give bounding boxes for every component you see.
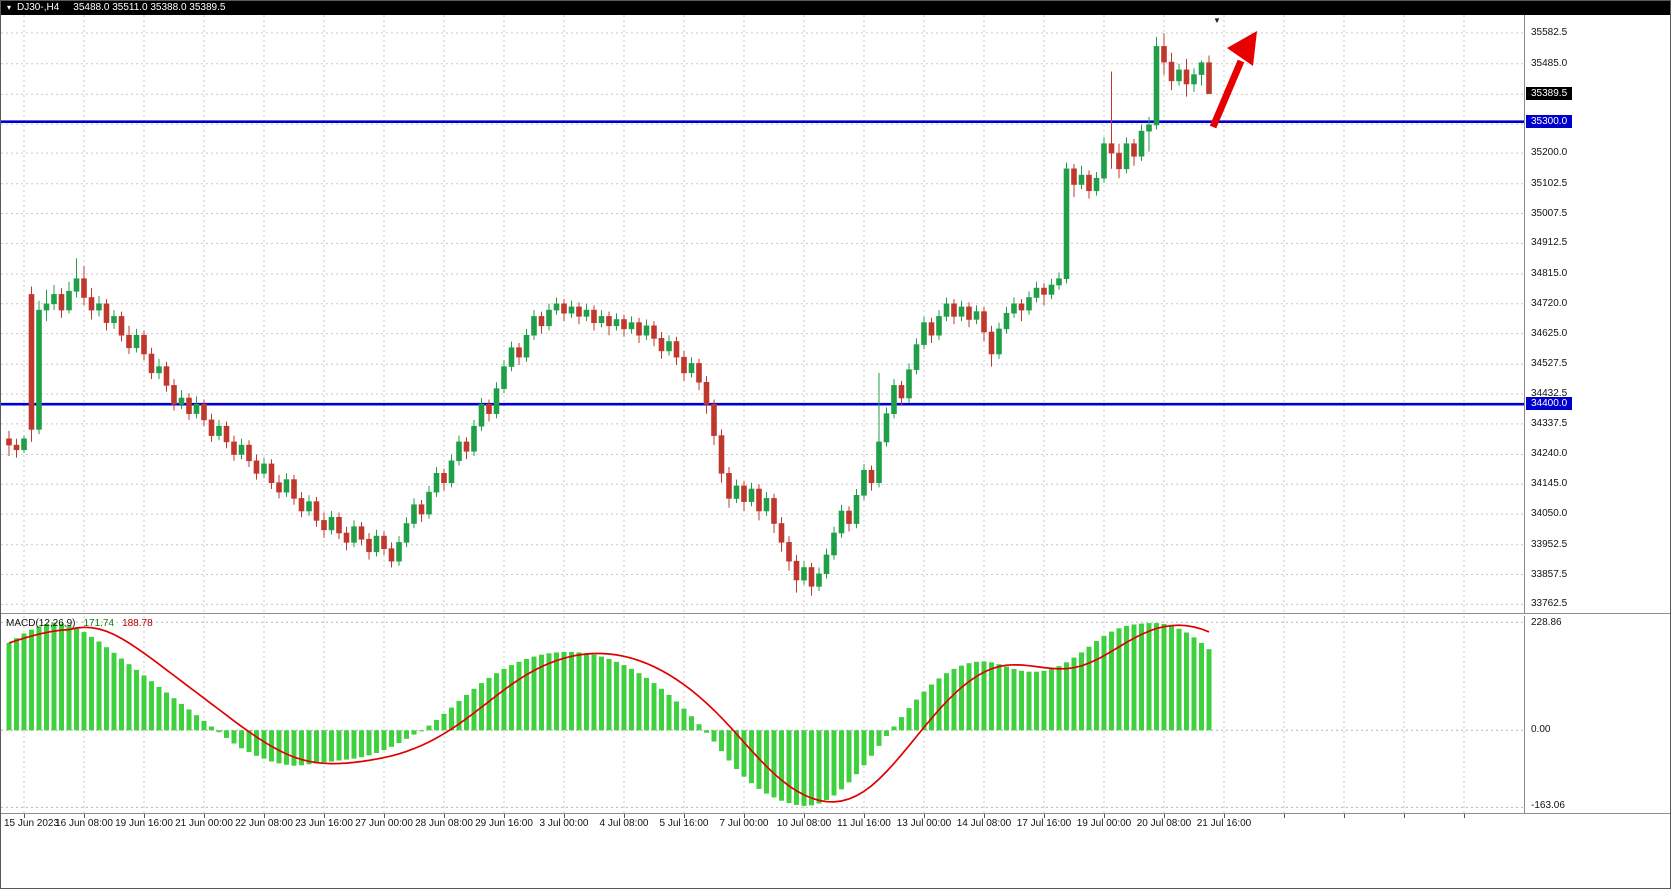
price-axis-label: 34912.5 — [1531, 237, 1568, 249]
time-axis-tick — [1344, 814, 1345, 818]
macd-axis-label: -163.06 — [1531, 800, 1565, 811]
chart-titlebar: ▾ DJ30-,H4 35488.0 35511.0 35388.0 35389… — [1, 1, 1670, 15]
price-axis-label: 35485.0 — [1531, 57, 1568, 69]
price-axis-label: 35007.5 — [1531, 207, 1568, 219]
time-axis[interactable]: 15 Jun 2023 16 Jun 08:00 19 Jun 16:00 21 Ju… — [1, 813, 1670, 834]
chart-icon: ▾ — [7, 3, 12, 12]
price-axis-label: 34145.0 — [1531, 478, 1568, 490]
time-axis-label: 20 Jul 08:00 — [1136, 818, 1192, 829]
time-axis-tick — [744, 814, 745, 818]
price-axis-label: 34720.0 — [1531, 297, 1568, 309]
time-axis-tick — [264, 814, 265, 818]
time-axis-label: 13 Jul 00:00 — [896, 818, 952, 829]
macd-axis-label: 228.86 — [1531, 617, 1562, 628]
window-bottom-margin — [1, 833, 1670, 888]
price-axis-label: 33857.5 — [1531, 568, 1568, 580]
time-axis-tick — [324, 814, 325, 818]
time-axis-tick — [1104, 814, 1105, 818]
time-axis-tick — [1044, 814, 1045, 818]
time-axis-label: 4 Jul 08:00 — [599, 818, 649, 829]
time-axis-label: 7 Jul 00:00 — [719, 818, 769, 829]
time-axis-tick — [504, 814, 505, 818]
time-axis-tick — [1164, 814, 1165, 818]
time-axis-label: 21 Jul 16:00 — [1196, 818, 1252, 829]
time-axis-label: 23 Jun 16:00 — [295, 818, 353, 829]
time-axis-label: 21 Jun 00:00 — [175, 818, 233, 829]
candlestick-plot[interactable] — [1, 15, 1524, 613]
time-axis-label: 29 Jun 16:00 — [475, 818, 533, 829]
time-axis-tick — [1404, 814, 1405, 818]
price-axis-label: 34240.0 — [1531, 448, 1568, 460]
trend-arrow[interactable] — [1196, 25, 1270, 139]
time-axis-label: 27 Jun 00:00 — [355, 818, 413, 829]
time-axis-tick — [864, 814, 865, 818]
chart-symbol-period: DJ30-,H4 — [17, 2, 60, 13]
time-axis-tick — [924, 814, 925, 818]
macd-main-value: 171.74 — [83, 618, 115, 629]
price-axis-label: 34815.0 — [1531, 267, 1568, 279]
time-axis-tick — [1224, 814, 1225, 818]
time-axis-tick — [564, 814, 565, 818]
time-axis-tick — [84, 814, 85, 818]
hline-price-badge: 35300.0 — [1526, 114, 1573, 128]
macd-caption: MACD(12,26,9) 171.74 188.78 — [6, 618, 153, 629]
price-chart[interactable] — [1, 15, 1524, 613]
price-axis-label: 34050.0 — [1531, 508, 1568, 520]
time-axis-label: 17 Jul 16:00 — [1016, 818, 1072, 829]
time-axis-tick — [24, 814, 25, 818]
chart-ohlc-values: 35488.0 35511.0 35388.0 35389.5 — [73, 2, 226, 13]
time-axis-tick — [804, 814, 805, 818]
time-axis-label: 19 Jul 00:00 — [1076, 818, 1132, 829]
price-axis-label: 34527.5 — [1531, 358, 1568, 370]
macd-label: MACD(12,26,9) — [6, 618, 76, 629]
time-axis-tick — [684, 814, 685, 818]
time-axis-tick — [384, 814, 385, 818]
price-axis-label: 34337.5 — [1531, 417, 1568, 429]
macd-panel[interactable]: MACD(12,26,9) 171.74 188.78 — [1, 616, 1524, 813]
time-axis-label: 3 Jul 00:00 — [539, 818, 589, 829]
price-axis-label: 35102.5 — [1531, 177, 1568, 189]
hline-price-badge: 34400.0 — [1526, 397, 1573, 411]
time-axis-tick — [984, 814, 985, 818]
price-axis-label: 35200.0 — [1531, 147, 1568, 159]
time-axis-label: 11 Jul 16:00 — [837, 818, 891, 829]
time-axis-label: 19 Jun 16:00 — [115, 818, 173, 829]
price-axis-label: 34432.5 — [1531, 388, 1568, 400]
time-axis-label: 15 Jun 2023 — [4, 818, 60, 829]
macd-axis-label: 0.00 — [1531, 724, 1551, 736]
macd-plot[interactable] — [1, 616, 1524, 813]
time-axis-tick — [444, 814, 445, 818]
price-axis-label: 35582.5 — [1531, 27, 1568, 39]
current-price-badge: 35389.5 — [1526, 86, 1573, 100]
time-axis-label: 28 Jun 08:00 — [415, 818, 473, 829]
time-axis-tick — [144, 814, 145, 818]
time-axis-label: 16 Jun 08:00 — [55, 818, 113, 829]
panel-separator[interactable] — [1, 613, 1670, 617]
time-axis-tick — [624, 814, 625, 818]
macd-signal-value: 188.78 — [122, 618, 153, 629]
time-axis-label: 14 Jul 08:00 — [956, 818, 1012, 829]
object-anchor-icon[interactable]: ▼ — [1213, 16, 1221, 25]
price-axis-label: 33762.5 — [1531, 598, 1568, 610]
price-axis-label: 34625.0 — [1531, 327, 1568, 339]
time-axis-tick — [1284, 814, 1285, 818]
time-axis-label: 10 Jul 08:00 — [776, 818, 832, 829]
time-axis-label: 5 Jul 16:00 — [659, 818, 709, 829]
time-axis-label: 22 Jun 08:00 — [235, 818, 293, 829]
time-axis-tick — [204, 814, 205, 818]
price-axis[interactable]: 35582.5 35485.0 35200.0 35102.5 35007.5 34912… — [1524, 15, 1670, 613]
macd-axis: 228.86 0.00 -163.06 — [1524, 616, 1670, 813]
time-axis-tick — [1464, 814, 1465, 818]
price-axis-label: 33952.5 — [1531, 538, 1568, 550]
